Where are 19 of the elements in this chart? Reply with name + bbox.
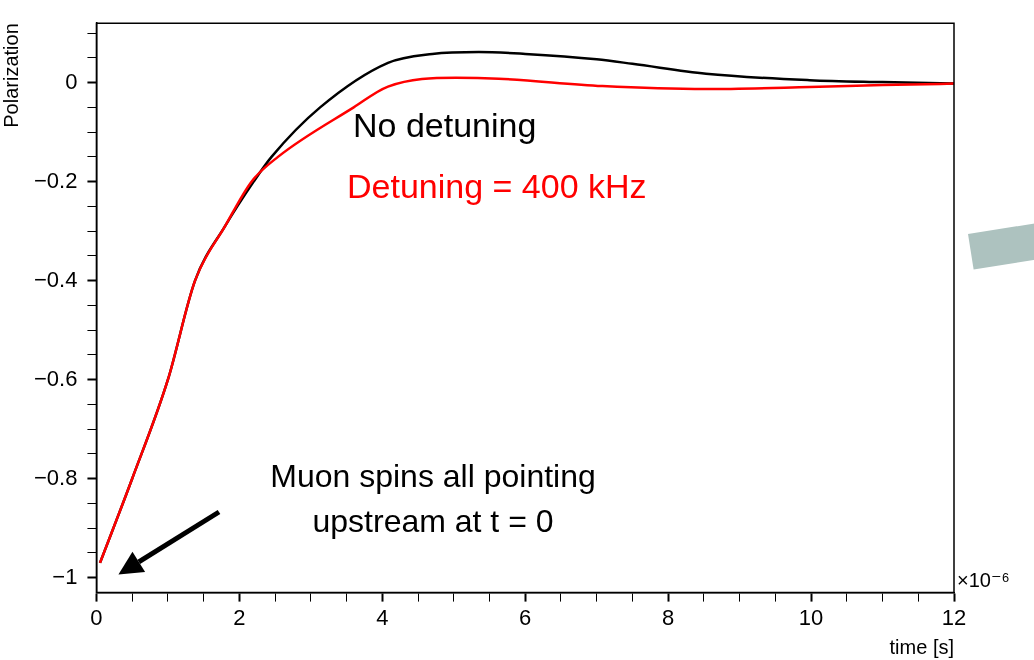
- x-tick-label: 6: [519, 604, 532, 630]
- series-label: Detuning = 400 kHz: [347, 167, 647, 206]
- y-axis-title: Polarization: [0, 23, 22, 128]
- x-tick-label: 8: [662, 604, 675, 630]
- y-tick-label: −0.2: [33, 167, 78, 193]
- y-tick-label: 0: [65, 68, 78, 94]
- x-tick-label: 2: [233, 604, 246, 630]
- x-tick-label: 12: [941, 604, 967, 630]
- y-tick-label: −0.6: [33, 365, 78, 391]
- y-tick-label: −1: [52, 563, 78, 589]
- y-tick-label: −0.4: [33, 266, 78, 292]
- y-tick-label: −0.8: [33, 464, 78, 490]
- text: ×10⁻⁶: [957, 568, 1010, 591]
- annotation: Muon spins all pointing upstream at t = 0: [270, 457, 596, 539]
- x-tick-label: 10: [798, 604, 824, 630]
- x-axis-title: time [s]: [889, 635, 954, 658]
- x-tick-label: 4: [376, 604, 389, 630]
- series-label: No detuning: [353, 106, 537, 145]
- x-tick-label: 0: [90, 604, 103, 630]
